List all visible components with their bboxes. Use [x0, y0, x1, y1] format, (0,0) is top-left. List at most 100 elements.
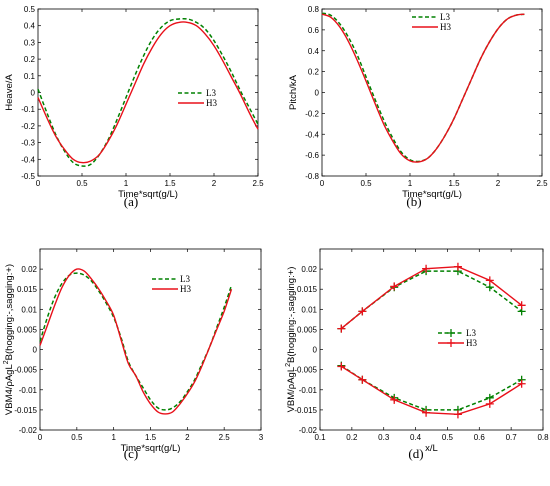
x-tick-label: 0	[38, 433, 43, 442]
x-tick-label: 0.5	[71, 433, 83, 442]
y-tick-label: 0	[315, 89, 320, 98]
panel-label: (b)	[406, 194, 421, 209]
legend-label-l3: L3	[180, 274, 190, 284]
x-tick-label: 3	[259, 433, 264, 442]
y-tick-label: -0.005	[294, 366, 317, 375]
series-line-h3	[340, 265, 523, 330]
y-tick-label: 0.3	[24, 38, 36, 47]
x-tick-label: 0.5	[360, 179, 372, 188]
y-tick-label: 0.5	[24, 5, 36, 14]
x-axis-label: Time*sqrt(g/L)	[121, 443, 181, 454]
series-line-l3	[340, 364, 523, 411]
y-tick-label: -0.5	[21, 172, 35, 181]
panel-label: (d)	[408, 446, 423, 461]
legend-label-h3: H3	[440, 22, 451, 32]
plot-frame	[319, 248, 544, 431]
y-tick-label: 0.02	[21, 265, 37, 274]
data-point-marker	[453, 262, 462, 271]
data-point-marker	[358, 375, 367, 384]
x-tick-label: 0.4	[410, 433, 422, 442]
y-axis-label: VBM/ρAgL2B(hogging:-,sagging:+)	[285, 267, 297, 413]
data-point-marker	[337, 324, 346, 333]
data-point-marker	[453, 410, 462, 419]
data-point-marker	[422, 264, 431, 273]
x-tick-label: 2.5	[536, 179, 548, 188]
y-tick-label: 0.005	[17, 325, 38, 334]
y-tick-label: -0.2	[21, 122, 35, 131]
x-axis-label: Time*sqrt(g/L)	[118, 189, 178, 200]
data-point-marker	[337, 362, 346, 371]
y-tick-label: -0.4	[21, 155, 35, 164]
y-tick-label: -0.015	[14, 406, 37, 415]
data-point-marker	[422, 408, 431, 417]
legend-marker	[447, 339, 455, 347]
y-tick-label: 0.2	[24, 55, 36, 64]
y-tick-label: -0.01	[19, 386, 38, 395]
panel-label: (c)	[124, 446, 138, 461]
plot-frame	[321, 8, 543, 177]
x-tick-label: 2.5	[219, 433, 231, 442]
data-point-marker	[517, 379, 526, 388]
x-tick-label: 1	[111, 433, 116, 442]
y-tick-label: -0.005	[14, 366, 37, 375]
legend-marker	[447, 329, 455, 337]
y-tick-label: -0.01	[299, 386, 318, 395]
x-tick-label: 0	[36, 179, 41, 188]
x-tick-label: 2	[212, 179, 217, 188]
data-point-marker	[485, 283, 494, 292]
panel-label: (a)	[124, 194, 138, 209]
y-tick-label: 0.015	[17, 285, 38, 294]
x-tick-label: 1.5	[145, 433, 157, 442]
y-tick-label: -0.02	[19, 426, 38, 435]
y-tick-label: 0.2	[308, 68, 320, 77]
x-tick-label: 1.5	[448, 179, 460, 188]
chart-panel-b: 0 0.5 1 1.5 2 2.5 -0.8 -0.6 -0.4 -0.2 0 0.2 0.4 0.6 0.…	[288, 5, 548, 209]
y-tick-label: 0.4	[308, 47, 320, 56]
y-tick-label: -0.8	[305, 172, 319, 181]
x-axis-label: Time*sqrt(g/L)	[402, 189, 462, 200]
y-tick-label: -0.4	[305, 130, 319, 139]
plot-frame	[37, 8, 259, 177]
y-tick-label: -0.6	[305, 151, 319, 160]
series-line-h3	[340, 365, 523, 416]
y-axis-label: Heave/A	[4, 74, 15, 111]
y-tick-label: 0	[313, 346, 318, 355]
x-tick-label: 0.1	[314, 433, 326, 442]
x-tick-label: 0	[320, 179, 325, 188]
x-tick-label: 2	[496, 179, 501, 188]
series-line-h3	[39, 268, 233, 415]
x-tick-label: 0.6	[474, 433, 486, 442]
y-tick-label: 0.6	[308, 26, 320, 35]
y-tick-label: 0.8	[308, 5, 320, 14]
data-point-marker	[390, 282, 399, 291]
data-point-marker	[390, 395, 399, 404]
x-tick-label: 0.8	[537, 433, 549, 442]
chart-panel-d: 0.1 0.2 0.3 0.4 0.5 0.6 0.7 0.8 -0.02 -0.015 -0.01…	[285, 248, 549, 461]
series-line-h3	[321, 13, 525, 163]
chart-panel-a: 0 0.5 1 1.5 2 2.5 -0.5 -0.4 -0.3 -0.2 -0.1 0 0.1 0.2 0…	[4, 5, 264, 209]
x-tick-label: 0.5	[76, 179, 88, 188]
x-tick-label: 0.3	[378, 433, 390, 442]
y-tick-label: 0.4	[24, 22, 36, 31]
y-tick-label: 0.01	[301, 305, 317, 314]
y-tick-label: 0.015	[297, 285, 318, 294]
y-tick-label: 0	[33, 346, 38, 355]
x-tick-label: 2	[185, 433, 190, 442]
x-tick-label: 0.5	[442, 433, 454, 442]
y-tick-label: -0.2	[305, 109, 319, 118]
y-tick-label: 0.1	[24, 72, 36, 81]
data-point-marker	[517, 301, 526, 310]
series-line-l3	[39, 272, 233, 411]
legend-label-h3: H3	[206, 98, 217, 108]
y-axis-label: VBM4/ρAgL2B(hogging:-,sagging:+)	[3, 264, 15, 415]
legend-label-l3: L3	[440, 12, 450, 22]
series-line-h3	[37, 21, 259, 164]
x-tick-label: 1	[124, 179, 129, 188]
data-point-marker	[485, 399, 494, 408]
series-line-l3	[37, 17, 259, 167]
y-tick-label: -0.015	[294, 406, 317, 415]
series-line-l3	[340, 270, 523, 330]
legend-label-h3: H3	[180, 284, 191, 294]
chart-panel-c: 0 0.5 1 1.5 2 2.5 3 -0.02 -0.015 -0.01 -0.005 0 0.00…	[3, 248, 264, 461]
